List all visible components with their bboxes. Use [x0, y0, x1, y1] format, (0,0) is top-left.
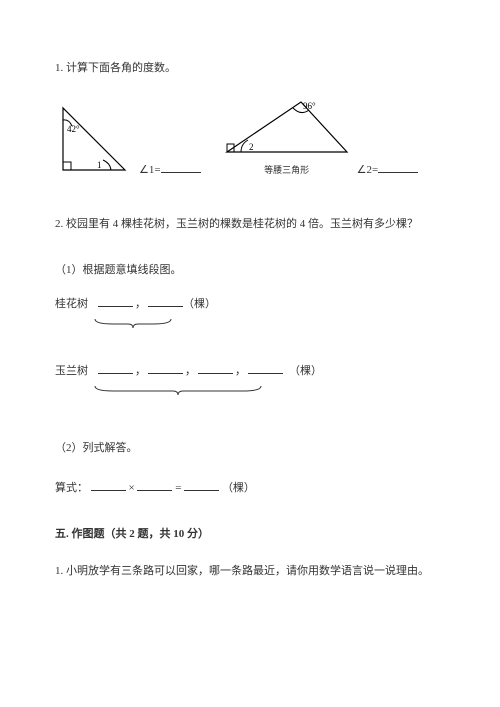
tree-1-label: 桂花树: [55, 295, 88, 311]
tree-2-label: 玉兰树: [55, 362, 88, 378]
tree-2-blank-4[interactable]: [248, 362, 283, 374]
brace-2-svg: [93, 384, 263, 396]
question-2-text: 2. 校园里有 4 棵桂花树，玉兰树的棵数是桂花树的 4 倍。玉兰树有多少棵？: [55, 216, 445, 234]
tree-2-blank-2[interactable]: [148, 362, 183, 374]
formula-blank-3[interactable]: [184, 479, 219, 491]
triangle-2-angle-bottom: 2: [249, 142, 254, 152]
triangle-1-angle-top: 42°: [67, 124, 80, 134]
tree-2-unit: （棵）: [289, 362, 322, 378]
triangle-2-block: 96° 2 等腰三角形 ∠2=: [221, 98, 419, 176]
formula-unit: （棵）: [222, 482, 255, 494]
question-2-sub2: （2）列式解答。: [55, 439, 445, 455]
triangle-1-svg: 42° 1: [55, 104, 135, 176]
angle-2-blank[interactable]: [378, 161, 418, 173]
brace-1-svg: [93, 317, 173, 329]
triangle-2-svg: 96° 2: [221, 98, 353, 156]
triangle-2-with-note: 96° 2 等腰三角形: [221, 98, 353, 176]
tree-1-unit: （棵）: [183, 295, 216, 311]
angle-1-prefix: ∠1=: [139, 163, 161, 176]
triangle-2-wrapper: 96° 2 等腰三角形 ∠2=: [221, 98, 419, 176]
angle-2-prefix: ∠2=: [357, 163, 379, 176]
section-5-header: 五. 作图题（共 2 题，共 10 分）: [55, 525, 445, 541]
tree-1-blank-2[interactable]: [148, 295, 183, 307]
formula-eq: =: [175, 482, 181, 494]
tree-1-sep: ，: [135, 295, 146, 311]
formula-blank-2[interactable]: [137, 479, 172, 491]
angle-2-label: ∠2=: [357, 161, 419, 176]
triangle-1-angle-bottom: 1: [97, 160, 102, 170]
triangle-2-angle-top: 96°: [303, 101, 316, 111]
angle-1-blank[interactable]: [161, 161, 201, 173]
sep-1: ，: [135, 362, 146, 378]
tree-1-row: 桂花树 ， （棵）: [55, 295, 445, 311]
formula-prefix: 算式：: [55, 482, 88, 494]
section-5-q1: 1. 小明放学有三条路可以回家，哪一条路最近，请你用数学语言说一说理由。: [55, 563, 445, 581]
isoceles-note: 等腰三角形: [221, 163, 353, 176]
question-2-sub1: （1）根据题意填线段图。: [55, 261, 445, 277]
sep-2: ，: [185, 362, 196, 378]
tree-2-blank-3[interactable]: [198, 362, 233, 374]
triangle-1-block: 42° 1 ∠1=: [55, 104, 201, 176]
formula-blank-1[interactable]: [91, 479, 126, 491]
tree-2-blank-1[interactable]: [98, 362, 133, 374]
formula-mult: ×: [129, 482, 135, 494]
angle-1-label: ∠1=: [139, 161, 201, 176]
formula-row: 算式： × = （棵）: [55, 479, 445, 495]
triangles-container: 42° 1 ∠1= 96° 2 等腰三角形 ∠2=: [55, 98, 445, 176]
tree-1-blank-1[interactable]: [98, 295, 133, 307]
sep-3: ，: [235, 362, 246, 378]
question-1-text: 1. 计算下面各角的度数。: [55, 60, 445, 78]
tree-2-row: 玉兰树 ， ， ， （棵）: [55, 362, 445, 378]
